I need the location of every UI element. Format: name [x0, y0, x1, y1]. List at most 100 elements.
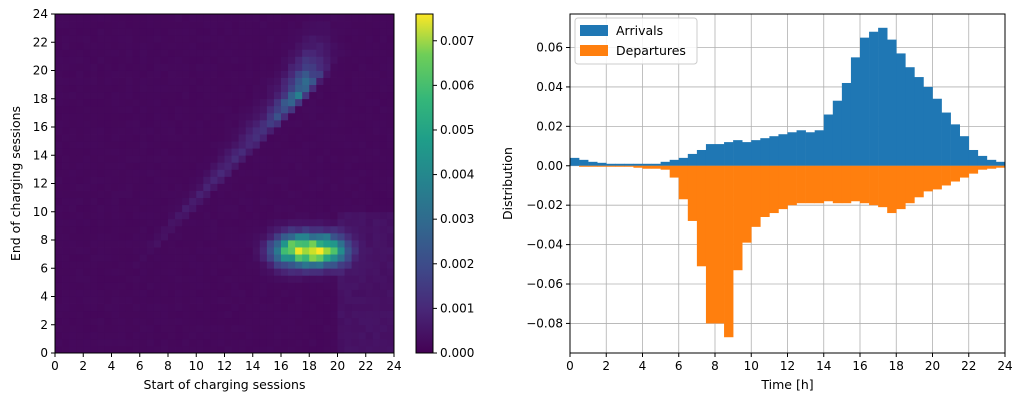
- heatmap-cell: [379, 176, 388, 184]
- heatmap-cell: [168, 282, 176, 290]
- heatmap-cell: [281, 183, 289, 191]
- heatmap-cell: [62, 183, 70, 191]
- heatmap-cell: [76, 105, 84, 114]
- arrivals-bar: [860, 37, 870, 166]
- heatmap-cell: [266, 275, 275, 283]
- heatmap-cell: [104, 275, 112, 283]
- heatmap-cell: [337, 63, 345, 71]
- heatmap-cell: [217, 42, 225, 50]
- heatmap-cell: [104, 77, 112, 86]
- heatmap-cell: [273, 345, 282, 354]
- heatmap-cell: [160, 141, 169, 149]
- legend-label-departures: Departures: [616, 43, 686, 58]
- heatmap-cell: [302, 119, 310, 128]
- heatmap-cell: [97, 91, 105, 100]
- heatmap-cell: [69, 275, 77, 283]
- heatmap-cell: [224, 247, 232, 255]
- heatmap-cell: [90, 70, 98, 78]
- heatmap-cell: [386, 197, 395, 206]
- heatmap-cell: [273, 162, 282, 170]
- heatmap-cell: [224, 197, 232, 206]
- heatmap-cell: [386, 310, 395, 319]
- heatmap-cell: [196, 317, 204, 326]
- heatmap-cell: [62, 141, 70, 149]
- heatmap-cell: [365, 282, 374, 290]
- heatmap-cell: [118, 289, 127, 297]
- departures-bar: [850, 165, 861, 202]
- heatmap-cell: [245, 77, 254, 86]
- heatmap-cell: [288, 42, 296, 50]
- heatmap-cell: [104, 169, 112, 177]
- heatmap-cell: [372, 317, 381, 326]
- heatmap-cell: [358, 77, 367, 86]
- heatmap-cell: [97, 35, 105, 43]
- heatmap-cell: [288, 282, 296, 290]
- heatmap-cell: [196, 261, 204, 269]
- heatmap-cell: [231, 261, 240, 269]
- heatmap-cell: [238, 148, 247, 156]
- heatmap-cell: [252, 155, 261, 163]
- heatmap-cell: [238, 98, 247, 107]
- heatmap-cell: [231, 317, 240, 326]
- heatmap-cell: [266, 324, 275, 333]
- heatmap-cell: [281, 169, 289, 177]
- heatmap-cell: [125, 28, 134, 36]
- heatmap-cell: [62, 70, 70, 78]
- heatmap-cell: [90, 218, 98, 227]
- distribution-y-tick-label: 0.02: [536, 119, 563, 133]
- heatmap-cell: [245, 190, 254, 199]
- heatmap-cell: [189, 84, 197, 93]
- heatmap-cell: [386, 268, 395, 276]
- heatmap-cell: [337, 289, 345, 297]
- heatmap-cell: [175, 289, 183, 297]
- heatmap-cell: [386, 49, 395, 57]
- heatmap-cell: [83, 14, 91, 22]
- heatmap-cell: [224, 254, 232, 262]
- heatmap-cell: [62, 134, 70, 142]
- heatmap-cell: [146, 141, 155, 149]
- heatmap-cell: [217, 77, 225, 86]
- heatmap-x-axis-label: Start of charging sessions: [144, 377, 306, 392]
- heatmap-cell: [224, 141, 232, 149]
- heatmap-cell: [351, 310, 360, 319]
- heatmap-cell: [252, 204, 261, 213]
- heatmap-cell: [288, 303, 296, 312]
- heatmap-cell: [69, 28, 77, 36]
- heatmap-cell: [55, 91, 63, 100]
- heatmap-cell: [259, 98, 268, 107]
- heatmap-cell: [323, 134, 331, 142]
- heatmap-cell: [238, 275, 247, 283]
- heatmap-cell: [55, 70, 63, 78]
- heatmap-cell: [344, 218, 353, 227]
- heatmap-cell: [245, 183, 254, 191]
- heatmap-cell: [266, 112, 275, 121]
- heatmap-cell: [210, 141, 218, 149]
- heatmap-cell: [118, 148, 127, 156]
- heatmap-cell: [182, 183, 190, 191]
- heatmap-cell: [344, 63, 353, 71]
- heatmap-cell: [309, 197, 317, 206]
- heatmap-cell: [168, 63, 176, 71]
- heatmap-cell: [118, 303, 127, 312]
- heatmap-cell: [309, 176, 317, 184]
- heatmap-cell: [69, 21, 77, 29]
- heatmap-cell: [217, 261, 225, 269]
- heatmap-cell: [288, 77, 296, 86]
- departures-bar: [887, 165, 897, 214]
- heatmap-cell: [69, 204, 77, 213]
- heatmap-cell: [386, 162, 395, 170]
- heatmap-cell: [245, 70, 254, 78]
- heatmap-cell: [153, 169, 162, 177]
- heatmap-cell: [217, 218, 225, 227]
- heatmap-cell: [273, 155, 282, 163]
- heatmap-cell: [302, 127, 310, 135]
- heatmap-cell: [295, 155, 303, 163]
- heatmap-cell: [259, 183, 268, 191]
- heatmap-cell: [259, 310, 268, 319]
- heatmap-cell: [139, 247, 148, 255]
- heatmap-cell: [316, 317, 324, 326]
- heatmap-y-tick-label: 10: [33, 205, 48, 219]
- heatmap-cell: [351, 190, 360, 199]
- heatmap-cell: [344, 49, 353, 57]
- heatmap-cell: [55, 240, 63, 248]
